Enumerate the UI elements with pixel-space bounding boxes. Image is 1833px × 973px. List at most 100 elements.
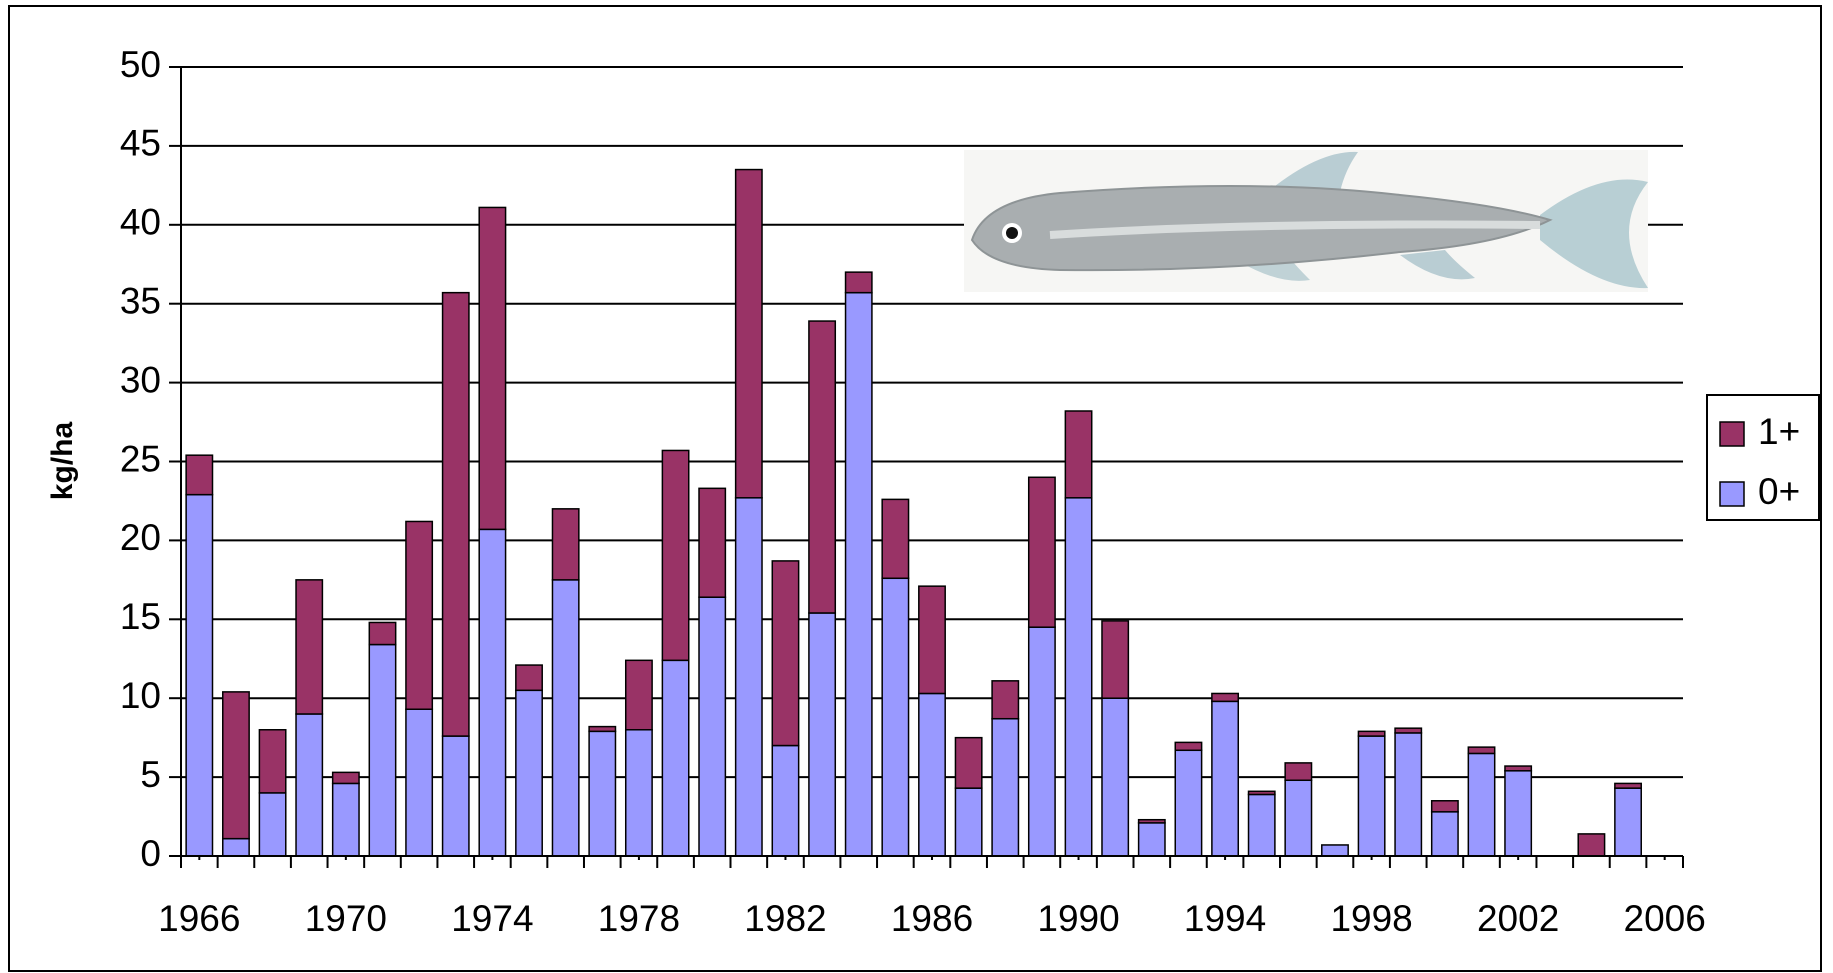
bar-segment: [185, 454, 214, 496]
bar-segment: [478, 206, 507, 531]
bar-segment: [1321, 844, 1349, 857]
bar-segment: [515, 689, 543, 857]
bar-segment: [954, 787, 983, 857]
bar-segment: [1247, 790, 1276, 796]
bar-segment: [295, 579, 324, 715]
bar-segment: [1064, 410, 1093, 499]
y-tick-label: 20: [120, 517, 161, 558]
x-tick-label: 1990: [1037, 898, 1119, 939]
bar-segment: [405, 708, 434, 857]
bar-segment: [1504, 770, 1533, 857]
x-tick-label: 1978: [598, 898, 680, 939]
bar-segment: [368, 643, 397, 857]
bar-segment: [918, 692, 946, 857]
y-tick-label: 0: [140, 833, 161, 874]
bar-segment: [881, 577, 910, 857]
x-tick-label: 1966: [158, 898, 240, 939]
bar-segment: [1137, 822, 1166, 857]
bar-segment: [1027, 476, 1056, 628]
legend-label: 0+: [1758, 471, 1800, 512]
bar-segment: [478, 528, 507, 857]
bar-segment: [551, 508, 580, 581]
bar-segment: [331, 782, 360, 857]
x-tick-label: 2002: [1477, 898, 1559, 939]
bar-segment: [1247, 793, 1276, 857]
bar-segment: [1467, 752, 1496, 857]
bar-segment: [258, 729, 287, 794]
bar-segment: [1101, 697, 1130, 857]
bar-segment: [698, 487, 727, 598]
x-tick-label: 1982: [744, 898, 826, 939]
bar-segment: [1577, 833, 1606, 857]
bar-segment: [588, 730, 617, 857]
bar-segment: [698, 596, 727, 857]
y-tick-label: 50: [120, 44, 161, 85]
bar-segment: [734, 497, 763, 857]
bar-segment: [1394, 727, 1423, 734]
bar-segment: [771, 744, 800, 857]
bar-segment: [588, 725, 617, 733]
bar-segment: [1467, 746, 1496, 755]
bar-segment: [661, 659, 690, 857]
bar-segment: [954, 736, 983, 789]
bar-segment: [1430, 811, 1459, 857]
y-tick-label: 45: [120, 123, 161, 164]
bar-segment: [1284, 779, 1313, 857]
x-tick-label: 1970: [305, 898, 387, 939]
bar-segment: [185, 493, 214, 857]
bar-segment: [1357, 730, 1386, 737]
y-tick-label: 25: [120, 438, 161, 479]
bar-segment: [222, 691, 250, 840]
bar-segment: [918, 585, 946, 695]
bar-segment: [515, 664, 543, 692]
y-tick-label: 35: [120, 280, 161, 321]
y-tick-label: 5: [140, 754, 161, 795]
bar-segment: [1101, 620, 1130, 699]
legend-label: 1+: [1758, 411, 1800, 452]
y-tick-label: 30: [120, 359, 161, 400]
bar-segment: [441, 291, 470, 737]
bar-segment: [331, 771, 360, 785]
bar-segment: [1284, 762, 1313, 782]
bar-segment: [624, 729, 653, 857]
legend-items: 0+1+: [1719, 411, 1800, 512]
bar-segment: [1137, 818, 1166, 824]
y-axis-label: kg/ha: [46, 422, 79, 501]
bar-segment: [1504, 765, 1533, 772]
bar-segment: [1211, 692, 1240, 703]
bar-segment: [368, 621, 397, 646]
bar-segment: [1211, 700, 1240, 857]
bar-segment: [661, 449, 690, 662]
bar-segment: [808, 320, 837, 614]
bar-segment: [1430, 800, 1459, 813]
x-tick-label: 1974: [451, 898, 533, 939]
x-tick-label: 2006: [1624, 898, 1706, 939]
x-tick-label: 1998: [1330, 898, 1412, 939]
bar-segment: [1357, 735, 1386, 857]
bar-segment: [624, 659, 653, 731]
y-tick-label: 15: [120, 596, 161, 637]
x-tick-label: 1986: [891, 898, 973, 939]
bar-segment: [405, 520, 434, 710]
bar-segment: [734, 168, 763, 499]
legend-swatch: [1719, 481, 1745, 507]
bar-segment: [844, 291, 873, 857]
bar-segment: [771, 560, 800, 747]
bar-segment: [1064, 497, 1093, 857]
bar-segment: [1394, 732, 1423, 857]
bar-segment: [222, 837, 250, 857]
bar-segment: [1174, 741, 1203, 752]
x-tick-label: 1994: [1184, 898, 1266, 939]
bar-segment: [1174, 749, 1203, 857]
bar-segment: [1027, 626, 1056, 857]
fish-picture: [964, 150, 1648, 292]
bar-segment: [991, 717, 1020, 857]
bar-segment: [844, 271, 873, 294]
bar-segment: [1614, 787, 1642, 857]
y-tick-label: 10: [120, 675, 161, 716]
y-tick-label: 40: [120, 202, 161, 243]
legend-swatch: [1719, 421, 1745, 447]
bar-segment: [881, 498, 910, 580]
bar-segment: [1614, 782, 1642, 789]
